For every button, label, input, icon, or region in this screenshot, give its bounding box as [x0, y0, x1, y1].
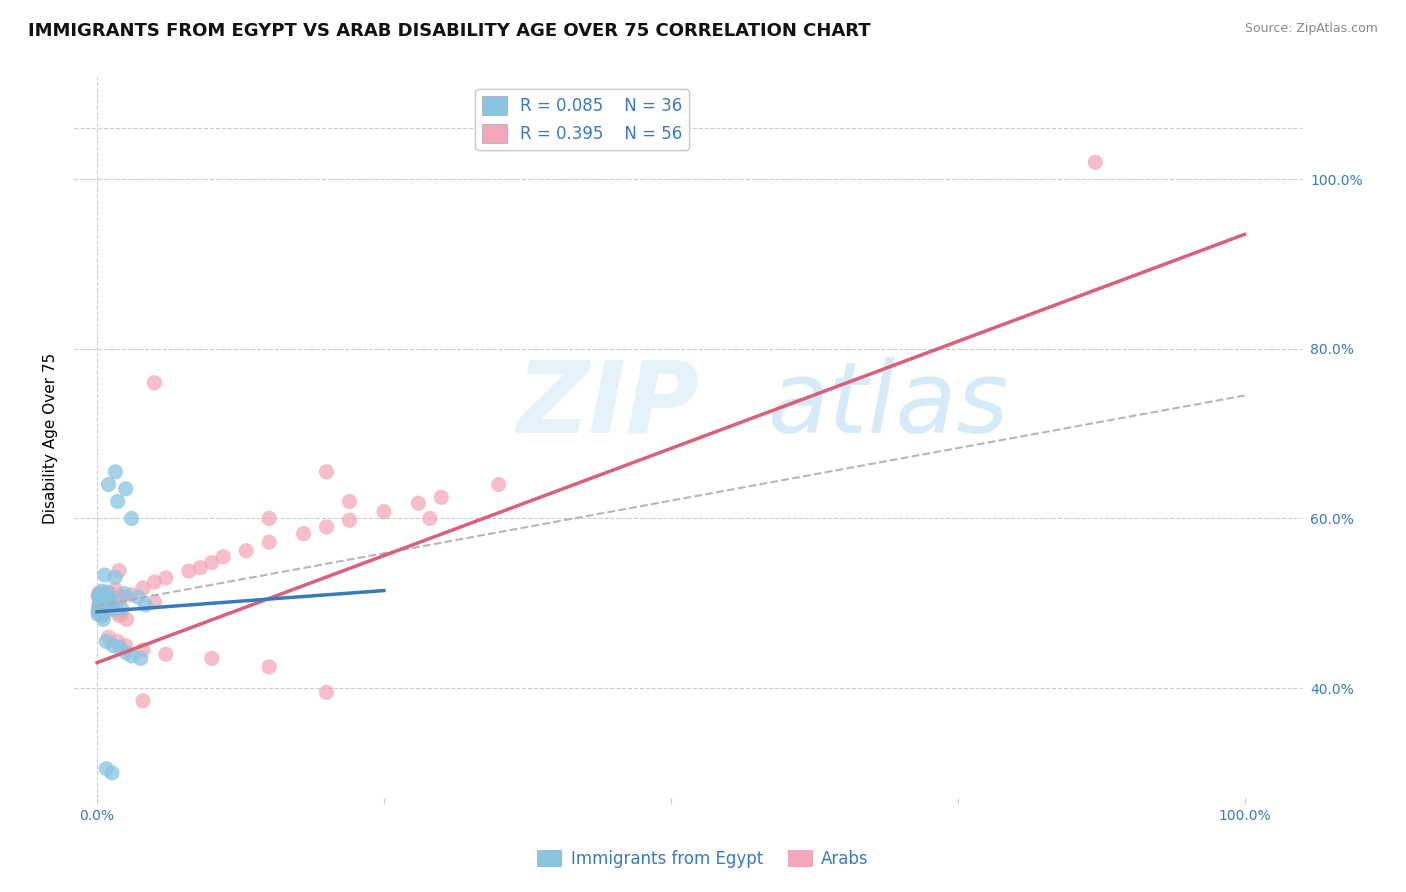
Point: [107, 494, 129, 508]
Point: [87, 602, 110, 616]
Point: [87, 607, 110, 622]
Point: [94, 589, 117, 603]
Point: [87, 590, 110, 604]
Point: [121, 648, 143, 663]
Point: [89, 595, 111, 609]
Point: [201, 556, 224, 570]
Point: [97, 477, 120, 491]
Point: [315, 465, 337, 479]
Point: [1084, 155, 1107, 169]
Point: [111, 601, 134, 615]
Legend: Immigrants from Egypt, Arabs: Immigrants from Egypt, Arabs: [530, 843, 876, 875]
Point: [89, 599, 111, 613]
Point: [89, 599, 111, 613]
Point: [143, 575, 166, 590]
Point: [87, 587, 110, 601]
Point: [129, 651, 152, 665]
Point: [339, 494, 361, 508]
Point: [100, 587, 122, 601]
Point: [89, 601, 111, 615]
Point: [90, 607, 112, 621]
Point: [87, 607, 110, 621]
Point: [87, 588, 110, 602]
Point: [114, 482, 136, 496]
Point: [212, 549, 235, 564]
Point: [132, 643, 155, 657]
Point: [134, 598, 156, 612]
Point: [104, 570, 127, 584]
Point: [91, 599, 114, 614]
Point: [132, 694, 155, 708]
Point: [177, 564, 200, 578]
Point: [97, 602, 120, 616]
Point: [201, 651, 224, 665]
Point: [98, 593, 121, 607]
Point: [108, 564, 131, 578]
Point: [155, 647, 177, 661]
Point: [121, 588, 143, 602]
Text: ZIP: ZIP: [516, 357, 699, 454]
Point: [339, 513, 361, 527]
Text: IMMIGRANTS FROM EGYPT VS ARAB DISABILITY AGE OVER 75 CORRELATION CHART: IMMIGRANTS FROM EGYPT VS ARAB DISABILITY…: [28, 22, 870, 40]
Point: [132, 581, 155, 595]
Point: [96, 634, 118, 648]
Point: [143, 595, 166, 609]
Point: [108, 640, 131, 655]
Point: [488, 477, 510, 491]
Point: [98, 592, 121, 607]
Point: [115, 612, 138, 626]
Point: [93, 603, 115, 617]
Point: [111, 590, 134, 604]
Point: [101, 766, 124, 780]
Point: [292, 526, 315, 541]
Point: [97, 630, 120, 644]
Point: [114, 587, 136, 601]
Point: [114, 645, 136, 659]
Legend: R = 0.085    N = 36, R = 0.395    N = 56: R = 0.085 N = 36, R = 0.395 N = 56: [475, 89, 689, 150]
Text: atlas: atlas: [768, 357, 1010, 454]
Point: [110, 607, 132, 621]
Point: [121, 511, 143, 525]
Point: [430, 490, 453, 504]
Point: [90, 584, 112, 599]
Point: [408, 496, 430, 510]
Y-axis label: Disability Age Over 75: Disability Age Over 75: [44, 352, 58, 524]
Point: [373, 505, 395, 519]
Point: [257, 660, 280, 674]
Point: [188, 560, 211, 574]
Point: [89, 596, 111, 610]
Point: [91, 589, 114, 603]
Point: [91, 612, 114, 626]
Point: [103, 603, 125, 617]
Point: [96, 585, 118, 599]
Point: [104, 465, 127, 479]
Point: [101, 639, 124, 653]
Point: [107, 634, 129, 648]
Point: [89, 586, 111, 600]
Point: [105, 594, 128, 608]
Point: [93, 603, 115, 617]
Point: [108, 608, 131, 623]
Point: [235, 543, 257, 558]
Point: [419, 511, 441, 525]
Point: [143, 376, 166, 390]
Point: [94, 568, 117, 582]
Point: [257, 535, 280, 549]
Point: [89, 592, 111, 607]
Point: [315, 520, 337, 534]
Point: [87, 599, 110, 613]
Point: [257, 511, 280, 525]
Point: [98, 594, 121, 608]
Point: [104, 582, 127, 597]
Point: [93, 602, 115, 616]
Point: [114, 639, 136, 653]
Point: [96, 762, 118, 776]
Point: [155, 571, 177, 585]
Point: [91, 609, 114, 624]
Point: [315, 685, 337, 699]
Point: [128, 591, 150, 605]
Text: Source: ZipAtlas.com: Source: ZipAtlas.com: [1244, 22, 1378, 36]
